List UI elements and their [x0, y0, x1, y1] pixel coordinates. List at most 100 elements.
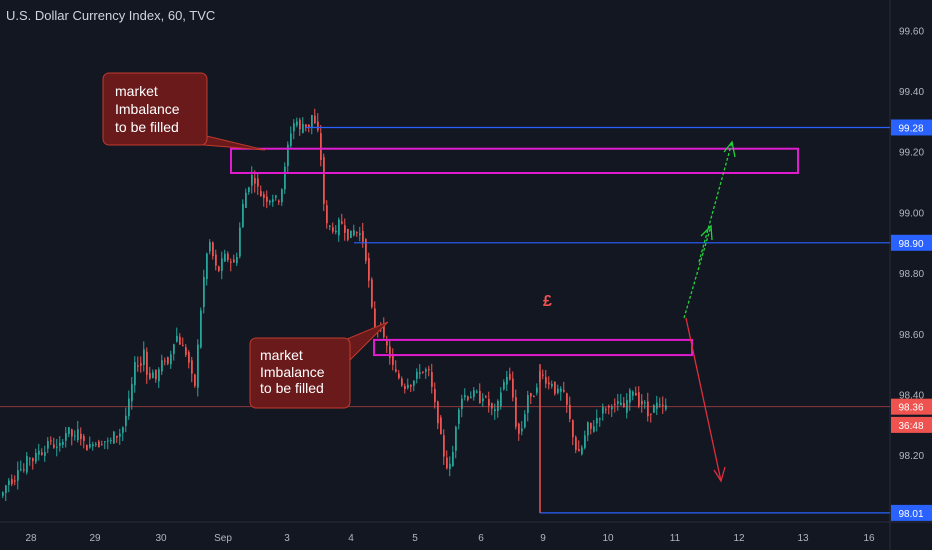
candle-down [98, 441, 100, 448]
candle-up [245, 192, 247, 208]
candle-down [446, 457, 448, 469]
candle-down [326, 205, 328, 224]
candle-down [479, 390, 481, 404]
price-tick-label: 99.20 [899, 148, 924, 159]
candle-up [425, 369, 427, 372]
candle-down [575, 437, 577, 451]
candle-up [593, 426, 595, 432]
candle-up [125, 415, 127, 426]
candle-down [257, 178, 259, 187]
annotation-top-line-2: Imbalance [115, 101, 180, 117]
candle-up [629, 390, 631, 403]
candle-up [239, 227, 241, 257]
time-tick-label: 16 [863, 533, 875, 544]
candle-down [383, 324, 385, 337]
candle-up [200, 310, 202, 348]
candle-up [281, 189, 283, 203]
pound-symbol: £ [543, 293, 552, 310]
candle-up [527, 395, 529, 413]
price-label-box [891, 398, 932, 415]
candle-up [338, 219, 340, 236]
price-label-box [891, 416, 932, 433]
chart-title: U.S. Dollar Currency Index, 60, TVC [6, 8, 216, 23]
candle-down [542, 374, 544, 376]
candle-down [467, 396, 469, 400]
candle-up [173, 344, 175, 354]
price-axis[interactable]: 98.20 98.40 98.60 98.80 99.00 99.20 99.40 99.60 [899, 26, 924, 462]
candle-up [506, 376, 508, 385]
candle-up [353, 230, 355, 236]
candle-up [2, 492, 4, 496]
candle-up [38, 450, 40, 455]
candle-up [272, 199, 274, 202]
price-tick-label: 98.60 [899, 330, 924, 341]
candle-down [605, 409, 607, 411]
candle-down [188, 352, 190, 363]
candle-up [269, 200, 271, 203]
candle-up [119, 433, 121, 437]
candle-down [278, 200, 280, 202]
candle-up [206, 253, 208, 280]
candle-up [251, 174, 253, 186]
time-axis[interactable]: 28 29 30 Sep 3 4 5 6 9 10 11 12 13 16 [25, 533, 875, 544]
candle-down [266, 196, 268, 202]
candle-down [578, 449, 580, 452]
candle-up [77, 429, 79, 441]
candle-up [335, 230, 337, 233]
candle-up [161, 360, 163, 372]
candle-down [638, 392, 640, 407]
candle-down [218, 266, 220, 271]
candle-down [215, 254, 217, 266]
candle-up [632, 391, 634, 396]
candle-down [509, 373, 511, 380]
candle-down [572, 420, 574, 438]
candle-down [404, 386, 406, 389]
candle-up [248, 187, 250, 192]
price-tick-label: 98.20 [899, 451, 924, 462]
time-tick-label: 30 [155, 533, 167, 544]
candle-down [71, 429, 73, 437]
candle-up [329, 225, 331, 227]
candle-up [599, 418, 601, 420]
candle-up [458, 409, 460, 424]
candle-up [302, 123, 304, 133]
candle-down [182, 345, 184, 347]
candle-up [359, 233, 361, 236]
candle-up [452, 451, 454, 467]
candle-up [587, 422, 589, 436]
candle-up [656, 402, 658, 409]
candle-down [341, 221, 343, 224]
candle-down [164, 360, 166, 362]
candle-down [548, 382, 550, 385]
candle-up [350, 230, 352, 238]
candle-down [194, 374, 196, 386]
candle-down [515, 397, 517, 427]
candle-down [356, 232, 358, 234]
candle-down [140, 363, 142, 366]
candle-up [293, 123, 295, 132]
candle-up [152, 372, 154, 379]
candle-up [500, 392, 502, 407]
candle-up [20, 469, 22, 471]
red-arrowhead [713, 466, 726, 483]
candle-up [557, 388, 559, 393]
candle-down [254, 178, 256, 184]
candle-down [530, 393, 532, 397]
candle-down [299, 119, 301, 130]
candle-down [146, 351, 148, 375]
candle-down [590, 422, 592, 429]
annotation-bottom: market Imbalance to be filled [249, 321, 389, 409]
candle-down [518, 423, 520, 434]
candle-up [68, 427, 70, 434]
annotation-bottom-line-2: Imbalance [260, 364, 325, 380]
candle-up [59, 442, 61, 446]
candle-down [389, 346, 391, 358]
candle-up [665, 405, 667, 410]
candle-up [92, 444, 94, 447]
candle-down [23, 469, 25, 471]
price-label-text: 99.28 [898, 123, 923, 134]
projection-red-line [685, 317, 722, 482]
candle-up [74, 435, 76, 437]
candle-up [158, 369, 160, 382]
